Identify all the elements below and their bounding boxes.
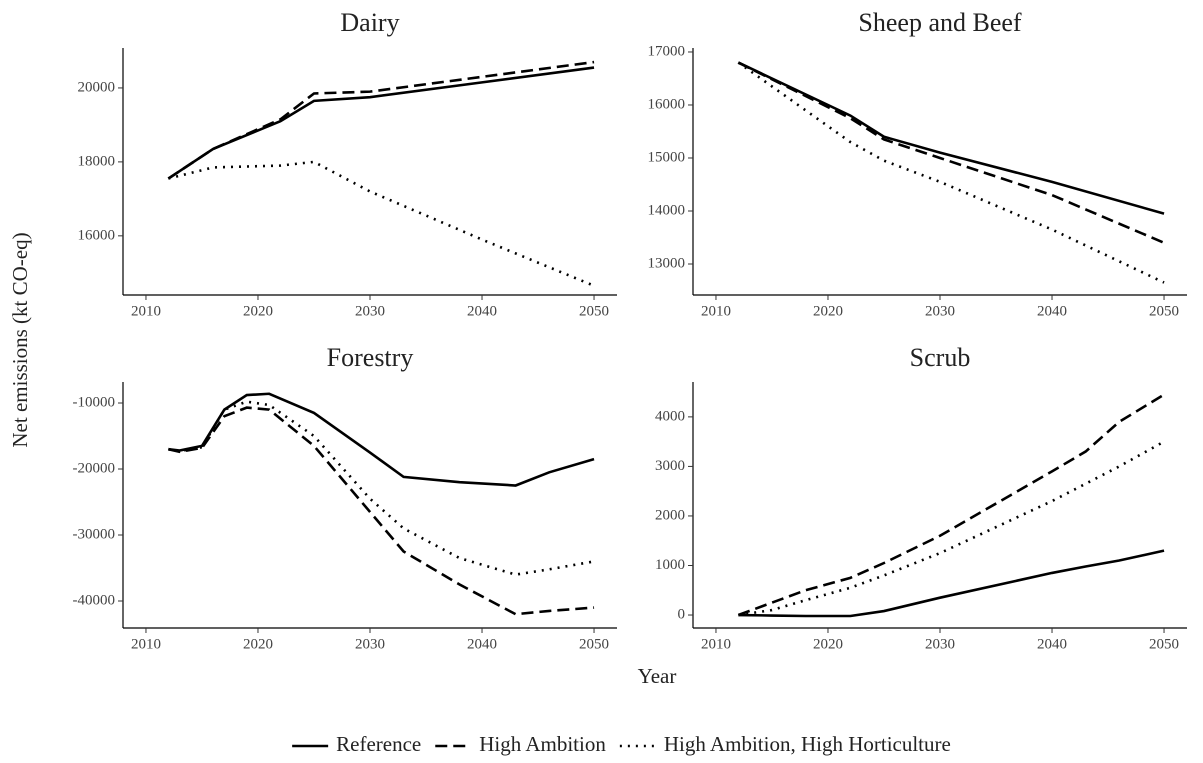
y-tick-label: 3000: [655, 458, 685, 474]
x-tick-label: 2050: [1149, 636, 1179, 652]
y-tick-label: -20000: [73, 460, 116, 476]
x-tick-label: 2030: [355, 303, 385, 319]
x-tick-label: 2040: [1037, 636, 1067, 652]
y-tick-label: 17000: [648, 43, 686, 59]
series-line: [737, 61, 1165, 284]
x-tick-label: 2010: [701, 636, 731, 652]
x-tick-label: 2020: [243, 636, 273, 652]
x-tick-label: 2020: [243, 303, 273, 319]
y-tick-label: 13000: [648, 255, 686, 271]
y-tick-label: 1000: [655, 557, 685, 573]
x-tick-label: 2010: [131, 636, 161, 652]
y-tick-label: 16000: [78, 227, 116, 243]
y-tick-label: 0: [678, 606, 686, 622]
x-tick-label: 2030: [925, 636, 955, 652]
y-tick-label: 14000: [648, 202, 686, 218]
legend-label: Reference: [336, 732, 421, 756]
x-tick-label: 2030: [925, 303, 955, 319]
x-tick-label: 2050: [579, 636, 609, 652]
x-tick-label: 2010: [131, 303, 161, 319]
panel-title: Sheep and Beef: [858, 8, 1022, 37]
series-line: [167, 60, 595, 180]
series-line: [738, 549, 1165, 618]
x-tick-label: 2020: [813, 303, 843, 319]
legend-label: High Ambition: [479, 732, 606, 756]
x-tick-label: 2010: [701, 303, 731, 319]
legend-label: High Ambition, High Horticulture: [664, 732, 951, 756]
y-tick-label: -30000: [73, 526, 116, 542]
y-tick-label: 16000: [648, 96, 686, 112]
x-tick-label: 2050: [1149, 303, 1179, 319]
panel-title: Dairy: [340, 8, 399, 37]
series-line: [737, 393, 1165, 617]
y-tick-label: 4000: [655, 408, 685, 424]
y-axis-label: Net emissions (kt CO-eq): [8, 232, 32, 447]
series-line: [737, 61, 1165, 215]
x-tick-label: 2040: [1037, 303, 1067, 319]
x-axis-label: Year: [638, 664, 677, 688]
x-tick-label: 2040: [467, 636, 497, 652]
y-tick-label: -10000: [73, 394, 116, 410]
series-line: [168, 392, 595, 487]
x-tick-label: 2020: [813, 636, 843, 652]
y-tick-label: -40000: [73, 592, 116, 608]
x-tick-label: 2030: [355, 636, 385, 652]
y-tick-label: 2000: [655, 507, 685, 523]
series-line: [167, 66, 595, 180]
y-tick-label: 20000: [78, 79, 116, 95]
series-line: [168, 406, 595, 616]
series-line: [168, 160, 595, 287]
series-line: [737, 61, 1165, 244]
x-tick-label: 2050: [579, 303, 609, 319]
series-line: [168, 400, 595, 576]
series-line: [738, 440, 1165, 617]
x-tick-label: 2040: [467, 303, 497, 319]
panel-title: Forestry: [327, 343, 414, 372]
panel-title: Scrub: [910, 343, 971, 372]
y-tick-label: 15000: [648, 149, 686, 165]
y-tick-label: 18000: [78, 153, 116, 169]
